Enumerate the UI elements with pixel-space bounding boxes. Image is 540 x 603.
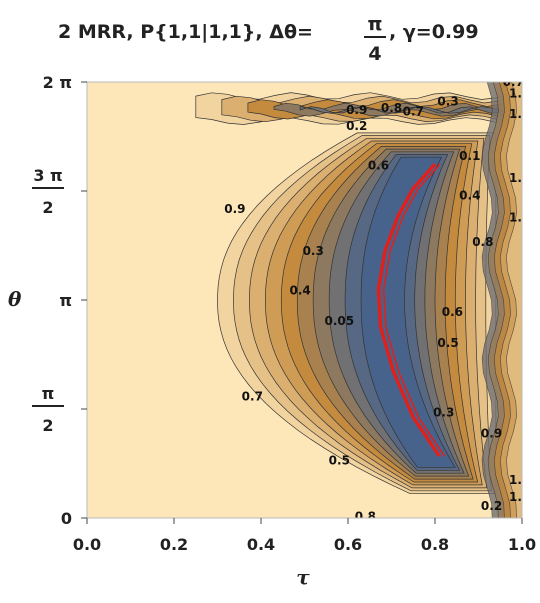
- contour-label: 0.8: [472, 235, 493, 249]
- title-fraction-denominator: 4: [368, 43, 381, 65]
- contour-label: 0.3: [437, 95, 458, 109]
- contour-label: 1.: [509, 211, 522, 225]
- contour-label: 0.3: [303, 244, 324, 258]
- x-tick-label: 0.4: [247, 535, 275, 554]
- contour-label: 0.9: [224, 202, 245, 216]
- title-fraction-numerator: π: [367, 13, 382, 35]
- title-prefix: 2 MRR, P{1,1|1,1}, Δθ=: [58, 21, 313, 43]
- x-tick-label: 0.0: [73, 535, 101, 554]
- contour-label: 0.5: [329, 453, 350, 467]
- contour-label: 0.6: [368, 158, 389, 172]
- x-tick-label: 1.0: [508, 535, 536, 554]
- y-tick-denominator: 2: [42, 198, 53, 217]
- contour-label: 0.9: [481, 426, 502, 440]
- contour-label: 0.7: [242, 390, 263, 404]
- x-axis-label: τ: [296, 565, 310, 589]
- contour-label: 0.1: [459, 149, 480, 163]
- contour-label: 0.6: [442, 305, 463, 319]
- y-axis-ticks: 0 π 2 π 3 π 2 2 π: [32, 73, 87, 528]
- y-tick-denominator: 2: [42, 416, 53, 435]
- contour-label: 0.8: [381, 101, 402, 115]
- contour-label: 1.: [509, 490, 522, 504]
- y-tick-numerator: π: [42, 384, 55, 403]
- contour-label: 0.05: [324, 314, 354, 328]
- contour-label: 0.7: [503, 75, 524, 89]
- y-tick-label: 0: [61, 509, 72, 528]
- contour-label: 0.9: [346, 103, 367, 117]
- right-edge-bands: [481, 82, 522, 518]
- highlight-curve-inner: [382, 163, 446, 457]
- contour-band: [360, 156, 456, 468]
- chart-title: 2 MRR, P{1,1|1,1}, Δθ= π 4 , γ=0.99: [58, 13, 479, 65]
- y-axis-label: θ: [8, 287, 22, 311]
- x-tick-label: 0.6: [334, 535, 362, 554]
- contour-label: 0.2: [346, 119, 367, 133]
- contour-labels: 0.30.9 0.8 0.70.20.60.90.30.40.050.70.50.8…: [224, 75, 524, 524]
- title-suffix: , γ=0.99: [389, 21, 479, 43]
- contour-label: 0.3: [433, 406, 454, 420]
- contour-label: 1.: [509, 86, 522, 100]
- contour-label: 1.: [509, 171, 522, 185]
- plot-area: 0.30.9 0.8 0.70.20.60.90.30.40.050.70.50.8…: [87, 75, 524, 524]
- contour-label: 0.7: [403, 104, 424, 118]
- x-tick-label: 0.8: [421, 535, 449, 554]
- contour-label: 0.4: [290, 283, 311, 297]
- contour-label: 0.5: [437, 336, 458, 350]
- contour-label: 1.: [509, 473, 522, 487]
- top-oscillation-bands: [195, 92, 514, 125]
- x-axis-ticks: 0.0 0.2 0.4 0.6 0.8 1.0: [73, 518, 536, 554]
- x-tick-label: 0.2: [160, 535, 188, 554]
- contour-label: 0.4: [459, 188, 480, 202]
- highlight-curve: [376, 162, 441, 458]
- y-tick-label: π: [59, 291, 72, 310]
- edge-band: [506, 82, 522, 518]
- contour-label: 0.2: [481, 499, 502, 513]
- contour-label: 1.: [509, 107, 522, 121]
- y-tick-numerator: 3 π: [33, 166, 62, 185]
- y-tick-label: 2 π: [43, 73, 72, 92]
- contour-label: 0.8: [355, 510, 376, 524]
